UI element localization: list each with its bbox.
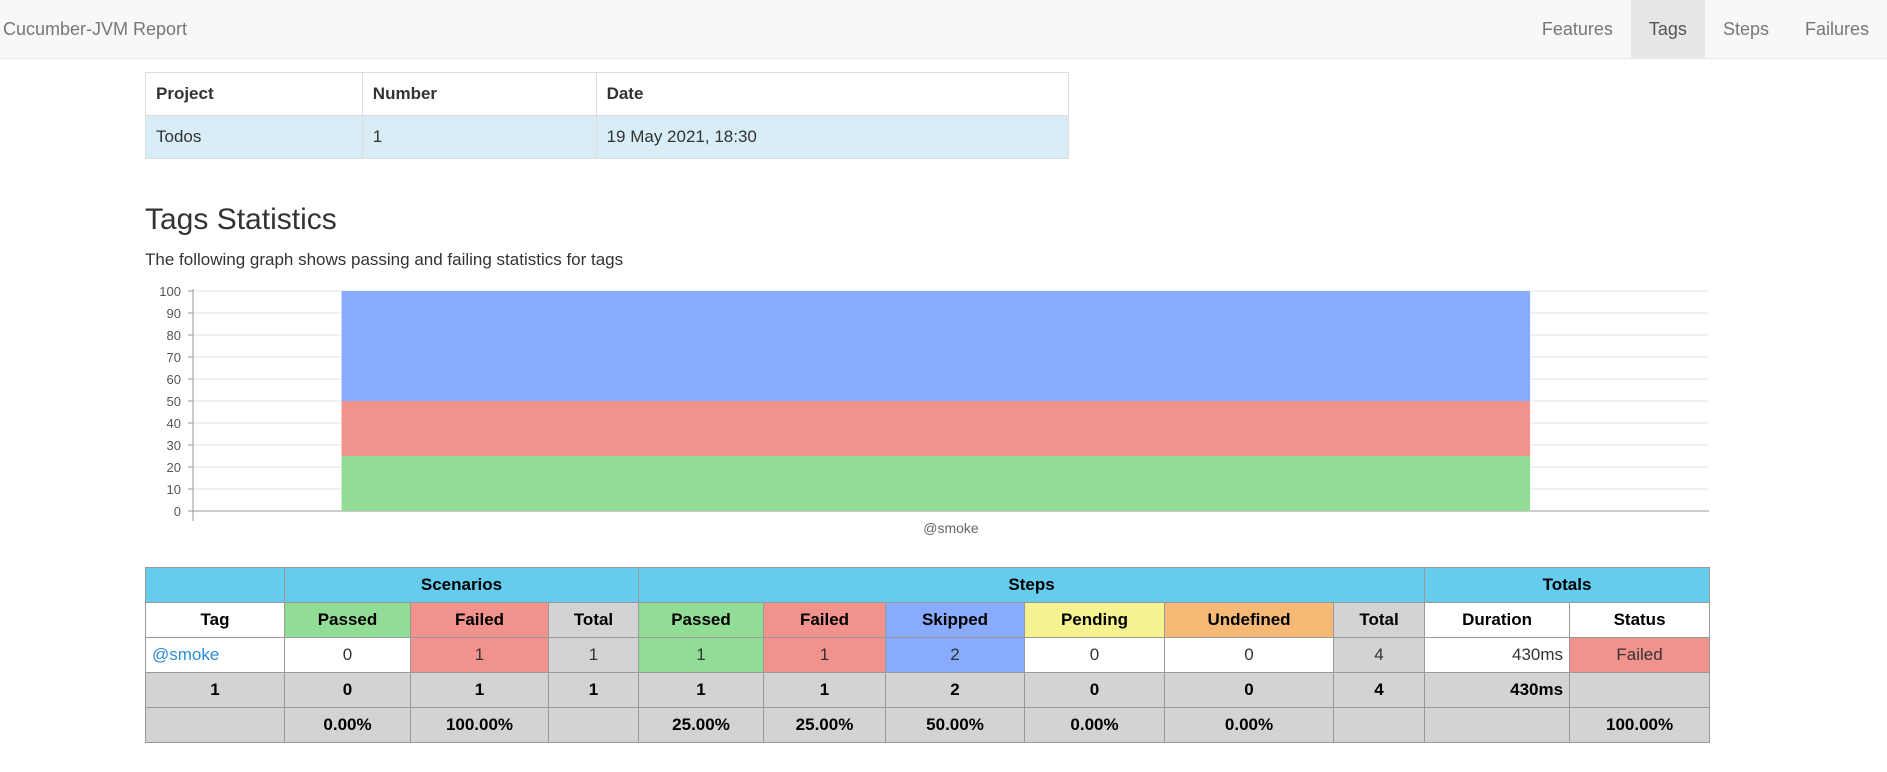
totals-steps-pending: 0	[1024, 672, 1165, 708]
percentages-row: 0.00% 100.00% 25.00% 25.00% 50.00% 0.00%…	[145, 707, 1711, 743]
percent-scenarios-failed: 100.00%	[410, 707, 549, 743]
y-tick-label: 80	[167, 328, 181, 343]
y-tick-label: 20	[167, 460, 181, 475]
y-tick-label: 100	[159, 284, 181, 299]
y-tick-label: 30	[167, 438, 181, 453]
y-tick-label: 10	[167, 482, 181, 497]
steps-failed-header: Failed	[763, 602, 886, 638]
steps-undefined-header: Undefined	[1164, 602, 1334, 638]
scenarios-group-header: Scenarios	[284, 567, 639, 603]
nav-failures[interactable]: Failures	[1804, 19, 1869, 39]
percent-steps-failed: 25.00%	[763, 707, 886, 743]
number-header: Number	[361, 72, 597, 116]
steps-skipped-cell: 2	[885, 637, 1025, 673]
y-tick-label: 40	[167, 416, 181, 431]
page-title: Tags Statistics	[145, 203, 337, 236]
steps-passed-header: Passed	[638, 602, 764, 638]
percent-duration-blank	[1424, 707, 1571, 743]
scenarios-passed-cell: 0	[284, 637, 411, 673]
y-tick-label: 50	[167, 394, 181, 409]
scenarios-passed-header: Passed	[284, 602, 411, 638]
scenarios-total-cell: 1	[548, 637, 639, 673]
steps-skipped-header: Skipped	[885, 602, 1025, 638]
duration-header: Duration	[1424, 602, 1571, 638]
y-tick-label: 90	[167, 306, 181, 321]
nav-features[interactable]: Features	[1541, 19, 1613, 39]
nav-menu: Features Tags Steps Failures	[1524, 0, 1887, 59]
totals-row: 1 0 1 1 1 1 2 0 0 4 430ms	[145, 672, 1711, 708]
totals-steps-passed: 1	[638, 672, 764, 708]
steps-total-header: Total	[1332, 602, 1426, 638]
percent-steps-passed: 25.00%	[638, 707, 764, 743]
percent-steps-total-blank	[1332, 707, 1426, 743]
steps-undefined-cell: 0	[1164, 637, 1334, 673]
tag-column-header: Tag	[145, 602, 285, 638]
x-tick-label: @smoke	[923, 520, 979, 536]
steps-failed-cell: 1	[763, 637, 886, 673]
duration-cell: 430ms	[1424, 637, 1571, 673]
steps-total-cell: 4	[1332, 637, 1426, 673]
totals-status	[1569, 672, 1711, 708]
date-value: 19 May 2021, 18:30	[595, 115, 1070, 159]
date-header: Date	[595, 72, 1070, 116]
project-value: Todos	[145, 115, 363, 159]
steps-pending-cell: 0	[1024, 637, 1165, 673]
number-value: 1	[361, 115, 597, 159]
brand-title[interactable]: Cucumber-JVM Report	[3, 19, 188, 39]
steps-passed-cell: 1	[638, 637, 764, 673]
bar-segment	[341, 456, 1531, 511]
percent-tag-blank	[145, 707, 285, 743]
totals-scenarios-failed: 1	[410, 672, 549, 708]
scenarios-failed-cell: 1	[410, 637, 549, 673]
percent-steps-pending: 0.00%	[1024, 707, 1165, 743]
status-cell: Failed	[1569, 637, 1711, 673]
totals-scenarios-total: 1	[548, 672, 639, 708]
y-tick-label: 0	[174, 504, 181, 519]
bar-segment	[341, 291, 1531, 401]
tags-statistics-chart: 0 10 20 30 40 50 60 70 80 90 100 @smoke	[159, 284, 1709, 536]
totals-steps-total: 4	[1332, 672, 1426, 708]
nav-steps[interactable]: Steps	[1722, 19, 1769, 39]
totals-duration: 430ms	[1424, 672, 1571, 708]
scenarios-total-header: Total	[548, 602, 639, 638]
percent-scenarios-passed: 0.00%	[284, 707, 411, 743]
tag-statistics-table: Scenarios Steps Totals Tag Passed Failed…	[145, 567, 1711, 743]
report-info-table: Project Number Date Todos 1 19 May 2021,…	[145, 72, 1070, 159]
percent-steps-undefined: 0.00%	[1164, 707, 1334, 743]
totals-steps-skipped: 2	[885, 672, 1025, 708]
tag-cell: @smoke	[145, 637, 285, 673]
totals-scenarios-passed: 0	[284, 672, 411, 708]
steps-group-header: Steps	[637, 567, 1426, 603]
blank-group-header	[145, 567, 285, 603]
scenarios-failed-header: Failed	[410, 602, 549, 638]
percent-scenarios-total-blank	[548, 707, 639, 743]
totals-steps-failed: 1	[763, 672, 886, 708]
chart-description: The following graph shows passing and fa…	[145, 250, 624, 269]
project-header: Project	[145, 72, 363, 116]
percent-status: 100.00%	[1569, 707, 1711, 743]
percent-steps-skipped: 50.00%	[885, 707, 1025, 743]
status-header: Status	[1569, 602, 1711, 638]
totals-steps-undefined: 0	[1164, 672, 1334, 708]
y-tick-label: 60	[167, 372, 181, 387]
bar-segment	[341, 401, 1531, 456]
navbar: Cucumber-JVM Report Features Tags Steps …	[0, 0, 1887, 59]
totals-tag-count: 1	[145, 672, 285, 708]
y-tick-label: 70	[167, 350, 181, 365]
totals-group-header: Totals	[1424, 567, 1711, 603]
steps-pending-header: Pending	[1024, 602, 1165, 638]
tag-link-smoke[interactable]: @smoke	[152, 645, 220, 664]
table-row: @smoke 0 1 1 1 1 2 0 0 4 430ms Failed	[145, 637, 1711, 673]
nav-tags[interactable]: Tags	[1630, 0, 1705, 59]
